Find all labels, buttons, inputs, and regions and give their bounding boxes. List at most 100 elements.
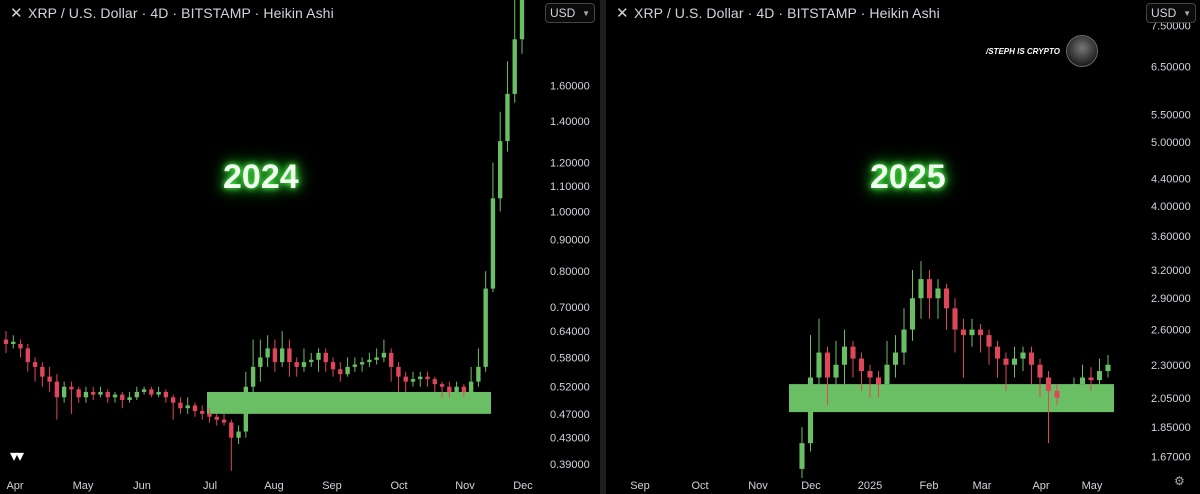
candle <box>447 381 452 398</box>
candle <box>418 371 423 387</box>
chevron-down-icon: ▼ <box>1183 8 1191 18</box>
candle <box>926 270 933 319</box>
candle-body <box>833 364 839 378</box>
candle-body <box>381 352 387 358</box>
close-icon[interactable]: ✕ <box>10 5 23 22</box>
candle <box>265 335 270 367</box>
x-axis-tick-label: 2025 <box>858 480 882 492</box>
y-axis-tick-label: 4.40000 <box>1151 174 1191 186</box>
candle <box>229 419 234 471</box>
candle <box>134 386 139 400</box>
candle-body <box>11 341 16 344</box>
tradingview-logo-icon: ▾▾ <box>10 448 24 465</box>
symbol-title: XRP / U.S. Dollar · 4D · BITSTAMP · Heik… <box>634 5 940 21</box>
candle <box>316 348 321 372</box>
candle-body <box>1003 358 1009 365</box>
candle <box>91 386 96 400</box>
candle-body <box>432 379 437 385</box>
candle <box>11 335 16 349</box>
candle-body <box>229 422 234 438</box>
x-axis-tick-label: Sep <box>322 480 342 492</box>
currency-select[interactable]: USD ▼ <box>545 3 595 23</box>
x-axis-tick-label: Sep <box>630 480 650 492</box>
candle <box>192 402 198 417</box>
y-axis-tick-label: 2.30000 <box>1151 360 1191 372</box>
candle-body <box>338 369 343 375</box>
candle <box>141 386 147 395</box>
candle <box>454 381 459 398</box>
candle <box>396 362 401 392</box>
candle-body <box>178 402 183 409</box>
candle <box>272 339 278 372</box>
candle <box>149 386 154 398</box>
candle-body <box>258 357 263 367</box>
y-axis-tick-label: 7.50000 <box>1151 21 1191 33</box>
y-axis-tick-label: 2.90000 <box>1151 293 1191 305</box>
candle-body <box>901 329 907 353</box>
candle-body <box>1088 377 1094 381</box>
support-zone <box>207 391 491 414</box>
candle-body <box>294 362 299 367</box>
candle-body <box>54 381 60 398</box>
x-axis-tick-label: May <box>73 480 94 492</box>
candle-body <box>858 358 865 372</box>
price-chart-2025[interactable]: Sep Oct Nov Dec 2025 Feb Mar Apr May 7.50000 6.500… <box>606 0 1200 494</box>
candle <box>40 362 45 387</box>
candle <box>120 391 125 409</box>
candle <box>918 261 924 319</box>
candle-body <box>265 348 270 358</box>
candle-body <box>447 386 452 392</box>
candle-body <box>309 359 314 363</box>
candle <box>1011 346 1018 378</box>
candle <box>476 348 481 387</box>
candle <box>18 339 23 358</box>
currency-select[interactable]: USD ▼ <box>1146 3 1196 23</box>
candle-body <box>163 391 169 398</box>
candle-body <box>200 411 205 414</box>
y-axis-tick-label: 0.47000 <box>550 409 590 421</box>
candle <box>61 381 67 403</box>
candle-body <box>425 376 430 380</box>
candle <box>468 366 474 398</box>
y-axis-tick-label: 2.05000 <box>1151 393 1191 405</box>
candle <box>512 0 517 103</box>
chart-panel-2024[interactable]: Apr May Jun Jul Aug Sep Oct Nov Dec 1.60000 1.4000… <box>0 0 600 494</box>
gear-icon[interactable]: ⚙ <box>1174 474 1185 488</box>
candle-body <box>892 352 899 365</box>
panel-divider[interactable] <box>600 0 606 494</box>
candle-body <box>1054 390 1060 398</box>
x-axis-tick-label: Nov <box>455 480 475 492</box>
chart-panel-2025[interactable]: Sep Oct Nov Dec 2025 Feb Mar Apr May 7.50000 6.500… <box>606 0 1200 494</box>
candle <box>112 391 118 403</box>
candle <box>909 270 916 341</box>
candle <box>294 357 299 377</box>
candle-body <box>83 391 89 398</box>
candle <box>858 352 865 391</box>
candle <box>994 340 1001 378</box>
candle <box>25 343 30 372</box>
candle <box>498 111 503 212</box>
candle-body <box>323 352 328 363</box>
symbol-title: XRP / U.S. Dollar · 4D · BITSTAMP · Heik… <box>28 5 334 21</box>
candle-body <box>884 364 890 385</box>
candle-body <box>287 348 292 363</box>
y-axis-tick-label: 0.43000 <box>550 433 590 445</box>
price-chart-2024[interactable]: Apr May Jun Jul Aug Sep Oct Nov Dec 1.60000 1.4000… <box>0 0 600 494</box>
candle-body <box>986 335 992 347</box>
candle <box>250 339 256 398</box>
candle <box>301 348 307 372</box>
candle-body <box>98 391 103 395</box>
candle-body <box>243 386 249 432</box>
author-watermark: /STEPH IS CRYPTO <box>986 35 1098 67</box>
candle-body <box>952 308 958 330</box>
candle <box>287 339 292 377</box>
candle <box>323 348 328 372</box>
candle-body <box>170 397 176 403</box>
close-icon[interactable]: ✕ <box>616 5 629 22</box>
candle <box>1028 346 1035 385</box>
y-axis-tick-label: 0.70000 <box>550 302 590 314</box>
candle-body <box>207 413 212 417</box>
candle <box>1071 377 1077 398</box>
candle <box>381 339 387 363</box>
x-axis-tick-label: Mar <box>973 480 992 492</box>
